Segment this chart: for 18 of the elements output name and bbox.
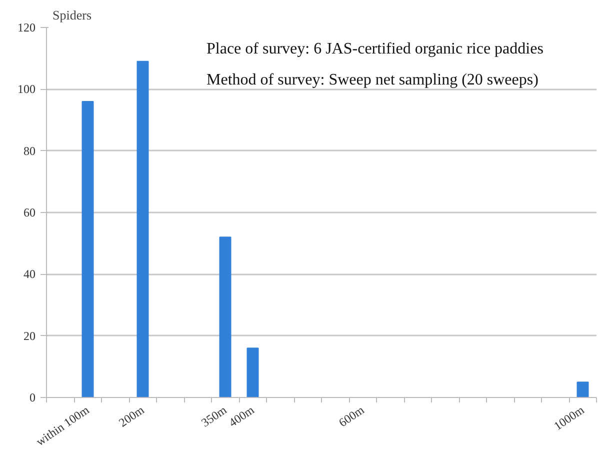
bar (246, 348, 259, 398)
x-tick-label: 200m (116, 402, 148, 430)
bar (136, 60, 149, 398)
y-tick-label: 120 (18, 20, 36, 34)
y-tick-label: 0 (30, 390, 36, 404)
y-tick-label: 80 (24, 144, 36, 158)
bar (576, 382, 589, 398)
y-tick-label: 40 (24, 267, 36, 282)
y-axis-title: Spiders (52, 8, 92, 22)
x-tick-label: within 100m (33, 402, 92, 449)
bar (219, 236, 232, 398)
y-tick-label: 20 (24, 328, 36, 343)
annotation: Method of survey: Sweep net sampling (20 sweeps) (206, 72, 538, 88)
y-tick-label: 60 (24, 206, 36, 220)
x-tick-label: 600m (336, 402, 368, 430)
annotation: Place of survey: 6 JAS-certified organic rice paddies (206, 40, 544, 58)
y-tick-label: 100 (18, 82, 36, 96)
bar (82, 101, 94, 398)
